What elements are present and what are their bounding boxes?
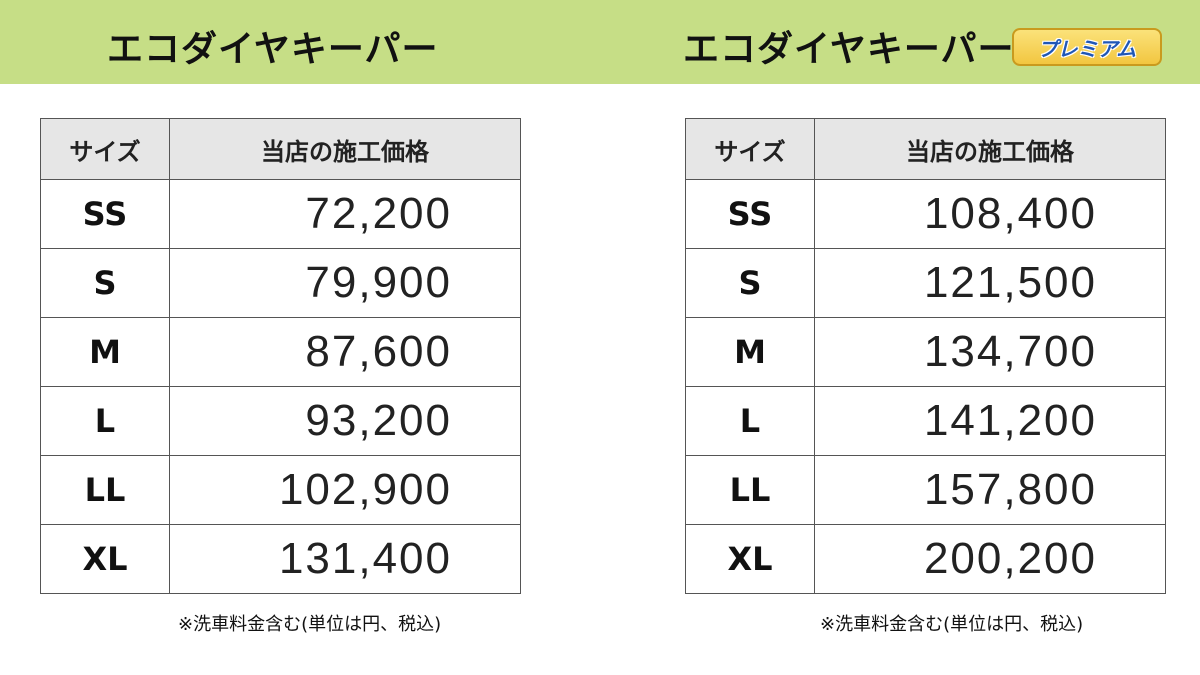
table-row: LL 102,900 xyxy=(40,455,521,525)
table-row: M 134,700 xyxy=(685,317,1166,387)
footnote-left: ※洗車料金含む(単位は円、税込) xyxy=(178,614,442,635)
table-row: XL 131,400 xyxy=(40,524,521,594)
right-price-table: サイズ 当店の施工価格 SS 108,400 S 121,500 M 134,7… xyxy=(685,118,1166,594)
table-row: SS 108,400 xyxy=(685,179,1166,249)
premium-badge: プレミアム xyxy=(1012,28,1162,66)
price-cell: 93,200 xyxy=(169,386,521,456)
size-cell: LL xyxy=(685,455,815,525)
size-cell: M xyxy=(685,317,815,387)
price-cell: 134,700 xyxy=(814,317,1166,387)
size-cell: LL xyxy=(40,455,170,525)
price-cell: 157,800 xyxy=(814,455,1166,525)
table-row: S 121,500 xyxy=(685,248,1166,318)
price-cell: 79,900 xyxy=(169,248,521,318)
table-row: L 93,200 xyxy=(40,386,521,456)
size-cell: XL xyxy=(685,524,815,594)
price-cell: 102,900 xyxy=(169,455,521,525)
size-cell: SS xyxy=(40,179,170,249)
left-title: エコダイヤキーパー xyxy=(107,29,439,70)
size-cell: L xyxy=(40,386,170,456)
price-cell: 108,400 xyxy=(814,179,1166,249)
table-row: XL 200,200 xyxy=(685,524,1166,594)
table-row: LL 157,800 xyxy=(685,455,1166,525)
right-title: エコダイヤキーパー xyxy=(683,29,1015,70)
size-cell: XL xyxy=(40,524,170,594)
price-cell: 72,200 xyxy=(169,179,521,249)
price-column-header: 当店の施工価格 xyxy=(814,118,1166,180)
table-row: SS 72,200 xyxy=(40,179,521,249)
footnote-right: ※洗車料金含む(単位は円、税込) xyxy=(820,614,1084,635)
price-cell: 200,200 xyxy=(814,524,1166,594)
size-cell: M xyxy=(40,317,170,387)
left-price-table: サイズ 当店の施工価格 SS 72,200 S 79,900 M 87,600 … xyxy=(40,118,521,594)
table-row: M 87,600 xyxy=(40,317,521,387)
header-bar xyxy=(0,0,1200,84)
size-cell: S xyxy=(685,248,815,318)
price-cell: 131,400 xyxy=(169,524,521,594)
price-column-header: 当店の施工価格 xyxy=(169,118,521,180)
price-cell: 121,500 xyxy=(814,248,1166,318)
price-cell: 141,200 xyxy=(814,386,1166,456)
table-row: S 79,900 xyxy=(40,248,521,318)
size-column-header: サイズ xyxy=(40,118,170,180)
size-column-header: サイズ xyxy=(685,118,815,180)
price-cell: 87,600 xyxy=(169,317,521,387)
size-cell: L xyxy=(685,386,815,456)
size-cell: S xyxy=(40,248,170,318)
table-row: L 141,200 xyxy=(685,386,1166,456)
size-cell: SS xyxy=(685,179,815,249)
